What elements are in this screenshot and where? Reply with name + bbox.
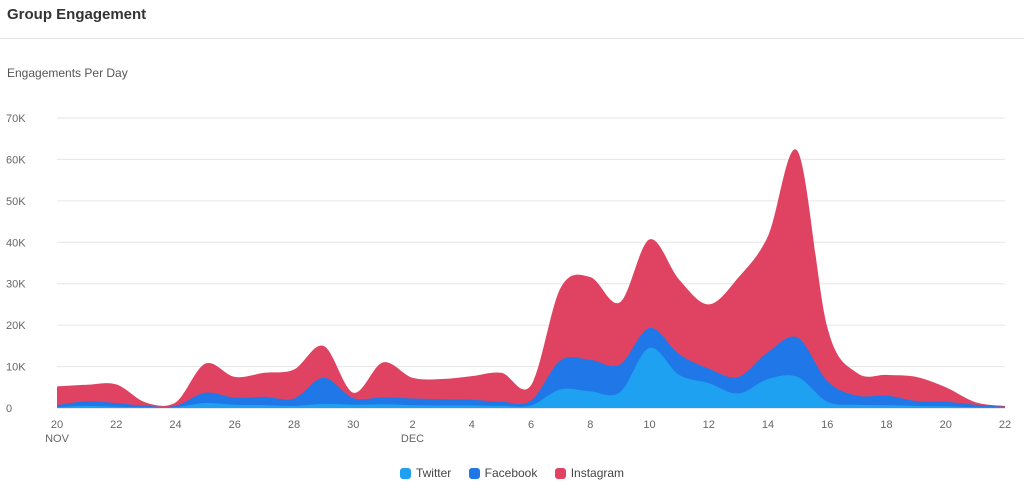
- legend-swatch-facebook: [468, 467, 480, 479]
- legend-swatch-twitter: [399, 467, 411, 479]
- chart-legend: Twitter Facebook Instagram: [0, 466, 1024, 482]
- y-tick-label: 0: [6, 403, 12, 415]
- legend-label-facebook: Facebook: [484, 466, 538, 480]
- legend-item-twitter[interactable]: Twitter: [399, 466, 452, 480]
- legend-swatch-instagram: [554, 467, 566, 479]
- x-tick-sublabel: DEC: [401, 433, 424, 445]
- x-tick-label: 10: [643, 419, 655, 431]
- panel-title: Group Engagement: [7, 6, 147, 23]
- x-tick-label: 18: [880, 419, 892, 431]
- x-tick-label: 26: [229, 419, 241, 431]
- y-tick-label: 40K: [6, 237, 26, 249]
- x-tick-label: 6: [528, 419, 534, 431]
- y-tick-label: 60K: [6, 154, 26, 166]
- y-tick-label: 50K: [6, 196, 26, 208]
- x-tick-label: 30: [347, 419, 359, 431]
- x-tick-label: 20: [940, 419, 952, 431]
- x-tick-label: 20: [51, 419, 63, 431]
- x-tick-label: 16: [821, 419, 833, 431]
- chart-title: Engagements Per Day: [7, 66, 128, 80]
- y-tick-label: 20K: [6, 320, 26, 332]
- x-tick-label: 24: [169, 419, 181, 431]
- legend-item-instagram[interactable]: Instagram: [554, 466, 625, 480]
- area-twitter: [57, 347, 1005, 408]
- legend-label-instagram: Instagram: [570, 466, 625, 480]
- panel-header: Group Engagement: [0, 0, 1024, 39]
- legend-item-facebook[interactable]: Facebook: [468, 466, 538, 480]
- x-tick-sublabel: NOV: [45, 433, 70, 445]
- x-tick-label: 14: [762, 419, 774, 431]
- x-tick-label: 12: [703, 419, 715, 431]
- x-tick-label: 8: [587, 419, 593, 431]
- x-tick-label: 22: [110, 419, 122, 431]
- x-tick-label: 2: [409, 419, 415, 431]
- y-tick-label: 30K: [6, 279, 26, 291]
- x-tick-label: 28: [288, 419, 300, 431]
- area-instagram: [57, 149, 1005, 408]
- x-tick-label: 4: [469, 419, 475, 431]
- y-tick-label: 10K: [6, 362, 26, 374]
- legend-label-twitter: Twitter: [415, 466, 452, 480]
- y-tick-label: 70K: [6, 113, 26, 125]
- x-tick-label: 22: [999, 419, 1011, 431]
